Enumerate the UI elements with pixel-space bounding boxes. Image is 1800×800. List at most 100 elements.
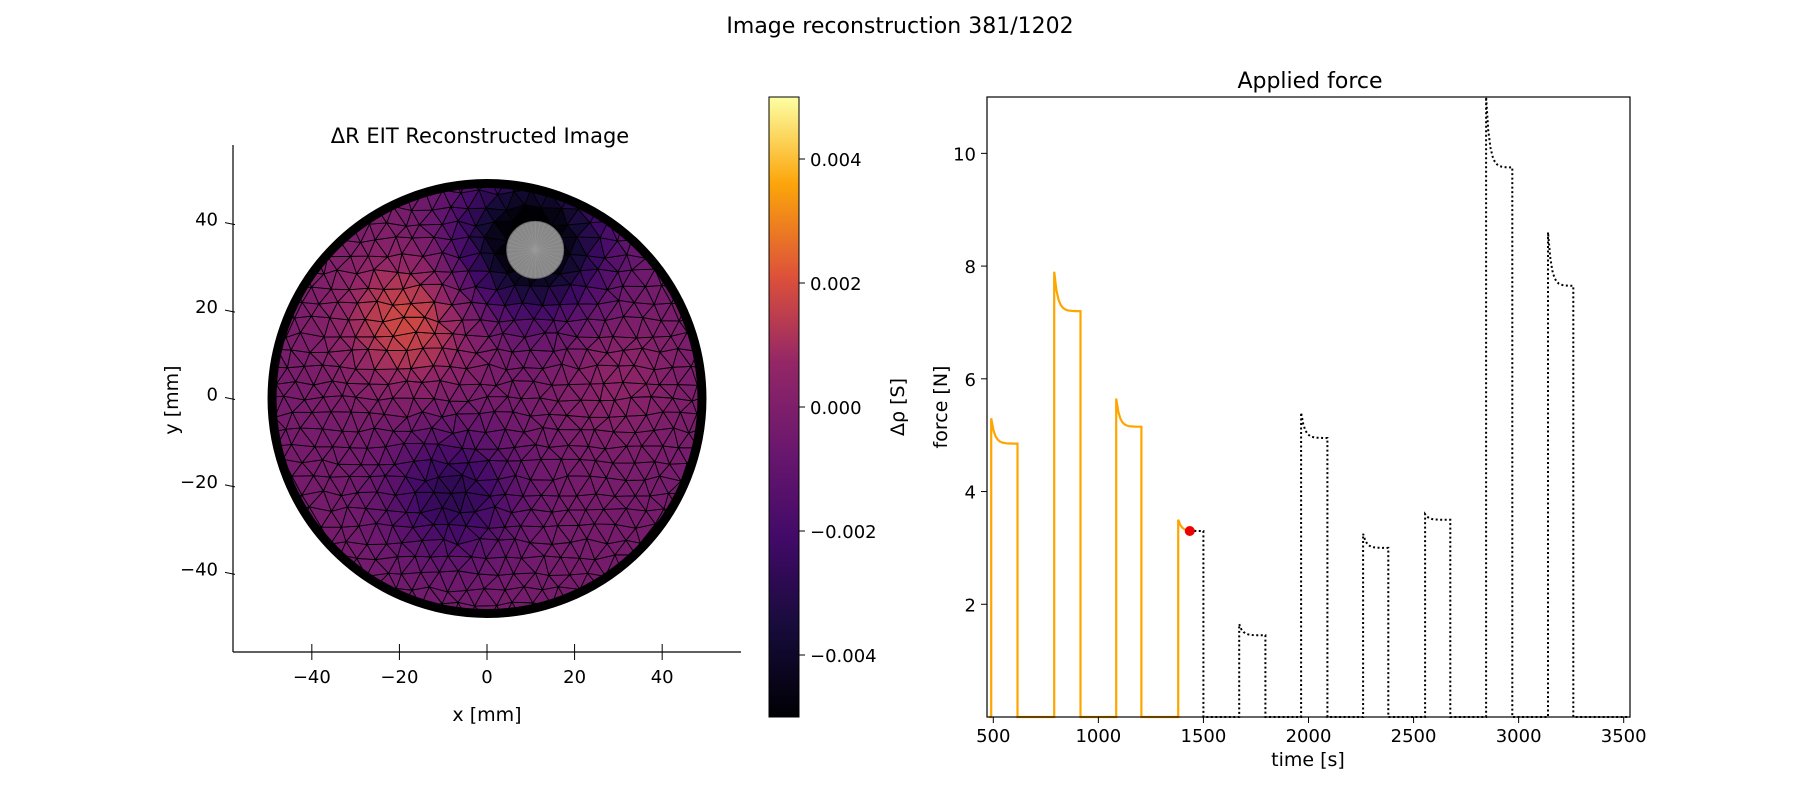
- mesh-element: [695, 318, 706, 336]
- inclusion-mesh-line: [534, 249, 550, 275]
- mesh-element: [268, 490, 288, 513]
- eit-y-tick: [224, 309, 236, 313]
- inclusion-mesh-line: [508, 249, 536, 260]
- mesh-element: [276, 272, 297, 290]
- force-panel: Applied force 500 1000 1500 2000 2500 3000 350…: [930, 69, 1647, 771]
- mesh-element: [268, 299, 286, 319]
- mesh-element: [704, 427, 706, 449]
- colorbar-tick-label: 0.004: [810, 150, 862, 171]
- mesh-element: [359, 190, 379, 210]
- inclusion-mesh-line: [535, 249, 558, 269]
- mesh-element: [331, 210, 351, 226]
- mesh-element: [598, 191, 614, 207]
- mesh-element: [621, 571, 644, 591]
- mesh-element: [708, 380, 729, 398]
- force-x-ticks: 500 1000 1500 2000 2500 3000 3500: [976, 717, 1647, 747]
- inclusion-mesh-line: [508, 239, 536, 251]
- mesh-element: [310, 225, 333, 242]
- mesh-element: [651, 542, 672, 561]
- eit-x-ticks: −40 −20 0 20 40: [293, 644, 674, 688]
- force-x-tick-label: 3500: [1601, 726, 1647, 747]
- force-x-axis-label: time [s]: [1271, 749, 1345, 771]
- eit-x-axis-label: x [mm]: [452, 704, 521, 726]
- inclusion-mesh-line: [529, 249, 536, 278]
- force-x-tick-label: 1000: [1075, 726, 1121, 747]
- eit-x-tick-label: 0: [481, 667, 492, 688]
- inclusion-mesh-line: [507, 244, 536, 251]
- force-y-ticks: 2 4 6 8 10: [953, 144, 987, 616]
- inclusion-mesh-line: [535, 249, 560, 265]
- mesh-element: [687, 492, 706, 512]
- inclusion-mesh-line: [534, 249, 546, 277]
- force-x-tick-label: 1500: [1181, 726, 1227, 747]
- mesh-element: [567, 602, 592, 618]
- mesh-element: [392, 605, 417, 618]
- eit-x-tick-label: −20: [380, 667, 418, 688]
- mesh-element: [268, 412, 270, 434]
- mesh-element: [331, 572, 348, 589]
- eit-y-tick-label: −20: [180, 472, 218, 493]
- boundary-rim: [267, 179, 707, 618]
- mesh-element: [680, 510, 697, 527]
- mesh-element: [645, 224, 663, 241]
- inclusion-mesh-line: [513, 249, 536, 269]
- eit-y-axis-label: y [mm]: [161, 365, 183, 434]
- inclusion-mesh-line: [516, 227, 536, 251]
- mesh-element: [268, 366, 270, 382]
- eit-y-tick-label: 0: [207, 385, 218, 406]
- mesh-element: [622, 206, 647, 227]
- mesh-element: [268, 285, 286, 305]
- mesh-element: [268, 353, 270, 369]
- force-plot-frame: [986, 96, 1631, 718]
- mesh-element: [357, 586, 377, 605]
- mesh-element: [708, 396, 729, 415]
- force-x-tick-label: 2500: [1391, 726, 1437, 747]
- mesh-element: [696, 476, 706, 494]
- mesh-element: [299, 239, 325, 255]
- mesh-element: [286, 510, 303, 526]
- mesh-element: [268, 426, 270, 448]
- mesh-element: [590, 587, 605, 608]
- colorbar: 0.004 0.002 0.000 −0.002 −0.004 Δρ [S]: [768, 96, 909, 718]
- mesh-element: [268, 464, 277, 481]
- eit-y-tick: [224, 222, 236, 226]
- inclusion-mesh-line: [534, 227, 554, 251]
- force-trace-future: [1189, 96, 1630, 718]
- eit-y-tick: [224, 484, 236, 488]
- inclusion-mesh-line: [534, 223, 546, 250]
- colorbar-tick-label: 0.002: [810, 274, 862, 295]
- mesh-element: [274, 510, 295, 526]
- inclusion-mesh-line: [535, 249, 564, 256]
- colorbar-tick-label: −0.002: [810, 522, 877, 543]
- inclusion-mesh-line: [534, 225, 550, 251]
- current-time-marker: [1184, 526, 1195, 536]
- inclusion-mesh-line: [513, 231, 536, 251]
- mesh-element: [615, 571, 637, 591]
- eit-x-tick-label: 20: [563, 667, 586, 688]
- eit-y-tick-label: 20: [195, 297, 218, 318]
- mesh-element: [587, 191, 604, 207]
- force-line-future: [1189, 96, 1630, 718]
- figure-title: Image reconstruction 381/1202: [726, 14, 1073, 39]
- mesh-element: [402, 605, 422, 618]
- mesh-element: [696, 460, 706, 480]
- force-trace-past: [989, 271, 1190, 719]
- inclusion-mesh-line: [510, 249, 536, 265]
- mesh-element: [704, 414, 706, 429]
- force-x-tick-label: 2000: [1286, 726, 1332, 747]
- inclusion-mesh-line: [510, 235, 536, 251]
- force-y-tick-label: 2: [965, 595, 976, 616]
- eit-y-tick: [224, 397, 236, 400]
- mesh-element: [336, 572, 359, 589]
- mesh-element: [680, 493, 697, 514]
- eit-y-ticks: −40 −20 0 20 40: [180, 210, 236, 580]
- mesh-element: [268, 396, 269, 414]
- mesh-element: [673, 525, 689, 544]
- mesh-element: [612, 204, 637, 225]
- colorbar-ticks: 0.004 0.002 0.000 −0.002 −0.004: [799, 150, 877, 667]
- inclusion-mesh-line: [534, 249, 554, 272]
- mesh-element: [670, 253, 690, 272]
- eit-reconstruction-panel: ΔR EIT Reconstructed Image −40 −20 0 20 40 −…: [161, 124, 741, 726]
- force-y-tick-label: 10: [953, 144, 976, 165]
